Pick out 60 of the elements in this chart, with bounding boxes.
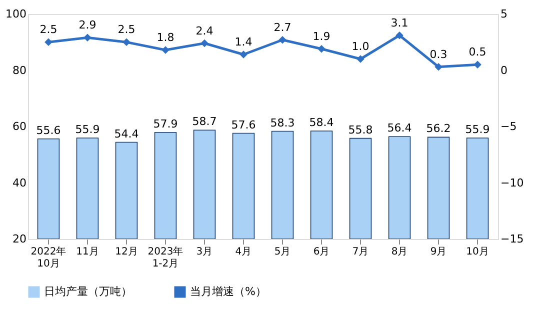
data-label: 56.2 (426, 122, 451, 136)
y-tick-label: 60 (12, 120, 26, 133)
data-label: 57.9 (153, 117, 178, 130)
data-label: 1.9 (312, 30, 330, 43)
legend-label: 日均产量（万吨） (44, 285, 132, 298)
point (318, 45, 326, 53)
data-label: 55.9 (465, 123, 490, 136)
y-tick-label: 20 (12, 232, 26, 246)
y2-tick-label: 0 (500, 64, 508, 77)
data-label: 58.4 (309, 116, 334, 129)
point (122, 38, 130, 46)
point (44, 38, 52, 46)
point (474, 60, 482, 68)
data-label: 0.5 (468, 46, 486, 59)
data-label: 54.4 (114, 127, 139, 140)
x-tick-label: 2022年 10月 (30, 246, 66, 270)
x-tick-label: 5月 (274, 246, 291, 258)
data-label: 0.3 (430, 48, 448, 61)
data-label: 58.3 (270, 116, 295, 130)
data-label: 2.5 (40, 23, 58, 36)
data-label: 2.9 (78, 18, 96, 32)
x-tick-label: 10月 (466, 246, 489, 258)
point (356, 55, 364, 63)
x-tick-label: 9月 (430, 246, 447, 258)
x-tick-label: 2023年 1-2月 (148, 246, 184, 270)
x-tick-label: 3月 (196, 246, 213, 258)
x-tick-label: 11月 (76, 246, 99, 258)
data-label: 2.5 (118, 23, 136, 36)
x-tick-label: 4月 (235, 246, 252, 258)
data-label: 1.8 (156, 31, 174, 44)
point (200, 39, 208, 48)
data-label: 2.4 (196, 24, 214, 38)
y2-tick-label: 5 (500, 8, 508, 20)
x-tick-label: 6月 (313, 246, 330, 258)
data-label: 1.4 (234, 36, 252, 48)
y-tick-label: 80 (12, 64, 26, 77)
y2-tick-label: −15 (500, 232, 524, 246)
point (434, 63, 442, 71)
point (84, 34, 92, 42)
data-label: 55.6 (36, 124, 61, 137)
y2-tick-label: −5 (500, 120, 517, 133)
point (162, 46, 170, 54)
x-tick-label: 8月 (391, 246, 408, 258)
y2-tick-label: −10 (500, 176, 524, 190)
y-tick-label: 100 (6, 8, 26, 20)
data-label: 55.8 (348, 123, 373, 136)
data-label: 56.4 (387, 122, 412, 135)
data-label: 2.7 (274, 20, 292, 34)
legend-label: 当月增速（%） (190, 285, 266, 298)
data-label: 57.6 (231, 118, 256, 132)
data-label: 1.0 (352, 40, 370, 53)
data-label: 58.7 (192, 115, 217, 128)
x-tick-label: 12月 (115, 246, 138, 258)
data-label: 55.9 (75, 123, 100, 136)
point (278, 36, 286, 44)
y-tick-label: 40 (12, 176, 26, 190)
point (396, 32, 404, 40)
x-tick-label: 7月 (352, 246, 369, 258)
data-label: 3.1 (390, 16, 408, 30)
point (240, 50, 248, 58)
